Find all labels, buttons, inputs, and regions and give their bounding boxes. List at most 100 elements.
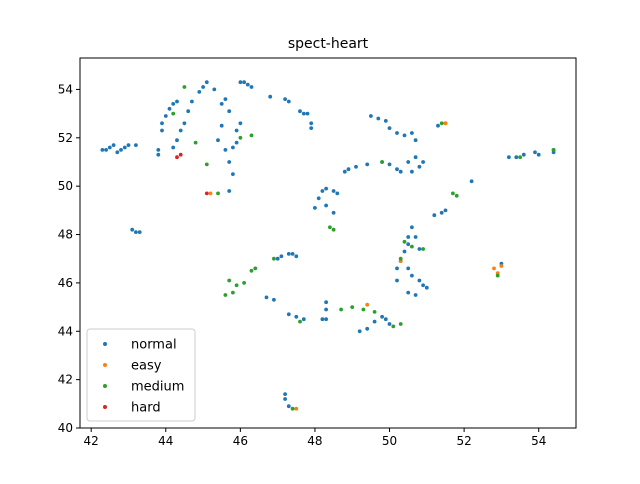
y-tick-label-2: 44 [58, 324, 73, 338]
y-tick-label-7: 54 [58, 82, 73, 96]
point-normal-71 [324, 186, 328, 191]
point-normal-31 [223, 97, 228, 101]
point-normal-89 [387, 322, 392, 326]
point-medium-28 [398, 256, 403, 261]
point-medium-33 [290, 406, 295, 411]
point-normal-88 [383, 317, 388, 322]
point-normal-84 [357, 329, 362, 334]
point-medium-4 [216, 191, 220, 196]
point-normal-45 [245, 82, 250, 87]
legend-label-normal: normal [131, 338, 177, 353]
point-medium-5 [238, 135, 243, 140]
point-medium-2 [193, 140, 198, 145]
point-normal-100 [395, 167, 399, 172]
legend-label-hard: hard [131, 401, 161, 416]
point-medium-12 [253, 266, 258, 271]
point-hard-1 [175, 155, 179, 160]
legend-marker-hard [103, 405, 107, 409]
x-tick-label-6: 54 [531, 434, 546, 448]
point-normal-49 [286, 99, 291, 104]
point-medium-20 [361, 307, 366, 312]
point-normal-119 [421, 283, 425, 288]
point-normal-1 [104, 148, 108, 152]
point-normal-39 [231, 172, 235, 177]
legend-label-easy: easy [131, 359, 162, 374]
point-normal-128 [469, 179, 474, 184]
point-normal-22 [178, 128, 183, 133]
point-normal-122 [424, 285, 429, 290]
point-normal-74 [324, 203, 328, 208]
point-normal-94 [395, 131, 399, 135]
point-medium-21 [372, 310, 377, 314]
point-normal-29 [212, 87, 217, 92]
point-medium-15 [298, 319, 302, 324]
point-normal-12 [156, 152, 161, 157]
point-normal-102 [406, 160, 411, 164]
point-normal-25 [190, 99, 194, 104]
point-normal-79 [286, 404, 291, 409]
point-normal-92 [383, 119, 388, 123]
point-medium-13 [227, 278, 232, 283]
point-normal-112 [406, 235, 411, 239]
y-tick-label-3: 46 [58, 276, 73, 290]
point-normal-130 [507, 155, 511, 160]
point-normal-65 [320, 317, 325, 322]
point-normal-72 [331, 189, 336, 193]
points-layer [100, 80, 556, 411]
legend-marker-normal [103, 342, 107, 346]
point-normal-44 [242, 80, 247, 85]
point-medium-35 [439, 121, 444, 126]
point-normal-64 [301, 317, 306, 322]
x-tick-label-0: 42 [84, 434, 99, 448]
point-normal-124 [439, 210, 444, 215]
point-normal-106 [410, 169, 414, 174]
point-normal-37 [231, 145, 235, 150]
point-normal-111 [406, 242, 411, 247]
point-normal-42 [238, 121, 243, 126]
point-medium-10 [242, 281, 247, 285]
y-tick-label-5: 50 [58, 179, 73, 193]
point-easy-1 [365, 302, 370, 307]
point-normal-118 [417, 278, 422, 283]
point-normal-47 [268, 94, 273, 99]
point-easy-7 [294, 406, 299, 411]
point-medium-11 [249, 268, 254, 273]
point-medium-32 [551, 148, 556, 152]
point-normal-115 [417, 247, 422, 251]
point-medium-0 [171, 111, 176, 116]
point-normal-51 [301, 111, 306, 116]
point-medium-8 [231, 290, 235, 295]
point-normal-6 [122, 145, 127, 150]
point-medium-26 [410, 244, 414, 249]
point-easy-4 [492, 266, 496, 271]
point-normal-121 [413, 293, 418, 297]
point-normal-69 [316, 196, 321, 201]
point-medium-31 [518, 155, 522, 160]
point-medium-16 [328, 225, 332, 230]
point-normal-43 [238, 80, 243, 85]
point-normal-28 [204, 80, 209, 85]
point-normal-32 [227, 109, 232, 114]
point-normal-20 [171, 145, 176, 150]
point-normal-87 [380, 314, 384, 319]
point-medium-19 [350, 305, 355, 309]
point-normal-9 [130, 227, 135, 232]
point-normal-83 [365, 162, 370, 167]
point-normal-114 [413, 235, 418, 239]
point-medium-18 [339, 307, 343, 312]
point-normal-76 [313, 206, 317, 210]
legend-box [86, 328, 196, 422]
point-hard-0 [178, 152, 183, 157]
point-normal-97 [413, 138, 418, 143]
point-normal-30 [219, 102, 224, 106]
point-normal-15 [160, 121, 164, 126]
axes-layer [79, 57, 577, 429]
y-tick-label-4: 48 [58, 228, 73, 242]
point-normal-50 [298, 109, 302, 114]
point-normal-80 [342, 169, 347, 174]
point-normal-13 [156, 148, 161, 152]
point-medium-1 [182, 85, 187, 89]
point-normal-108 [395, 278, 399, 283]
